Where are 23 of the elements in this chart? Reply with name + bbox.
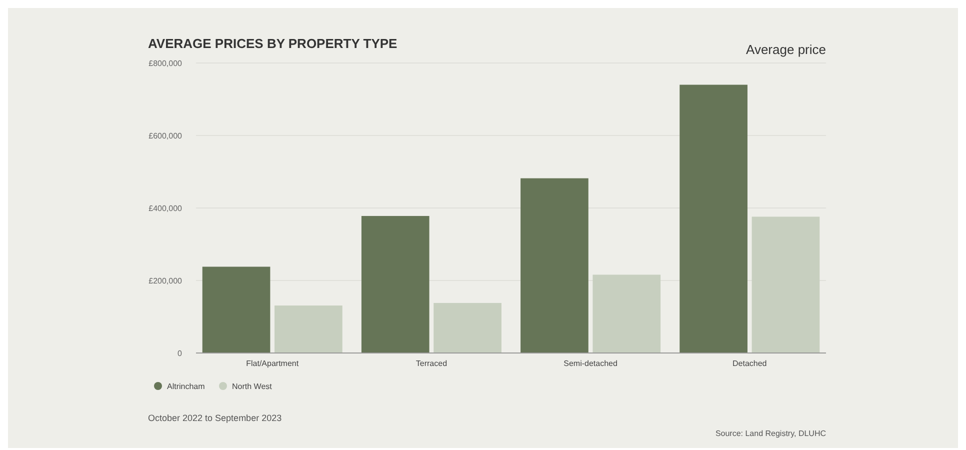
bar xyxy=(520,178,588,353)
x-tick-label: Flat/Apartment xyxy=(246,359,300,368)
bar xyxy=(202,266,270,353)
bar xyxy=(592,274,661,353)
y-tick-label: 0 xyxy=(178,349,183,358)
chart-subtitle: Average price xyxy=(746,42,826,57)
source-note: Source: Land Registry, DLUHC xyxy=(715,429,826,438)
text: October 2022 to September 2023 xyxy=(148,413,282,423)
legend-label: Altrincham xyxy=(167,382,206,391)
y-tick-label: £800,000 xyxy=(148,59,183,68)
y-tick-label: £600,000 xyxy=(148,132,183,140)
y-tick-label: £200,000 xyxy=(148,276,183,286)
y-tick-label: £400,000 xyxy=(148,204,183,213)
bar xyxy=(361,216,430,353)
x-tick-label: Semi-detached xyxy=(564,359,618,368)
x-tick-label: Detached xyxy=(732,359,767,368)
bar xyxy=(752,216,820,353)
bar xyxy=(434,302,502,353)
legend-label: North West xyxy=(232,382,273,391)
chart-title: AVERAGE PRICES BY PROPERTY TYPE xyxy=(148,36,398,51)
bar xyxy=(680,84,748,353)
bar xyxy=(274,306,342,353)
x-tick-label: Terraced xyxy=(416,359,448,368)
